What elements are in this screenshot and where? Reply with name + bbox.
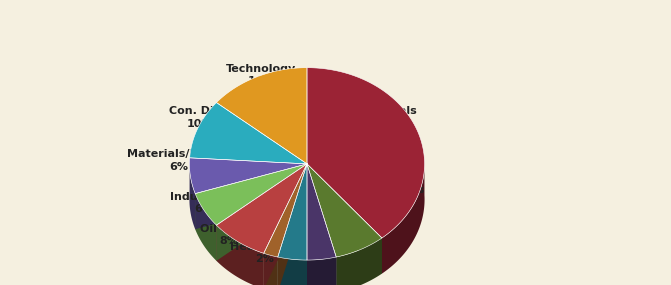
Polygon shape	[195, 194, 217, 261]
Polygon shape	[278, 164, 307, 260]
Polygon shape	[307, 164, 336, 260]
Polygon shape	[264, 164, 307, 257]
Text: Technology
14%: Technology 14%	[225, 64, 296, 86]
Text: Con. Disc.
10%: Con. Disc. 10%	[169, 106, 231, 129]
Text: Utilities
4%: Utilities 4%	[279, 238, 327, 260]
Polygon shape	[195, 164, 307, 229]
Text: Con. Staples
7%: Con. Staples 7%	[346, 185, 425, 207]
Polygon shape	[189, 159, 195, 229]
Polygon shape	[264, 164, 307, 285]
Polygon shape	[195, 164, 307, 225]
Polygon shape	[278, 164, 307, 285]
Polygon shape	[190, 103, 307, 164]
Text: Healthcare
2%: Healthcare 2%	[230, 242, 299, 264]
Polygon shape	[217, 164, 307, 261]
Polygon shape	[307, 164, 382, 274]
Polygon shape	[195, 164, 307, 229]
Polygon shape	[264, 164, 307, 285]
Text: Industrials
6%: Industrials 6%	[170, 192, 237, 214]
Polygon shape	[264, 253, 278, 285]
Polygon shape	[217, 225, 264, 285]
Polygon shape	[307, 257, 336, 285]
Text: Materials/Metals
6%: Materials/Metals 6%	[127, 149, 231, 172]
Polygon shape	[382, 160, 425, 274]
Polygon shape	[217, 164, 307, 261]
Polygon shape	[307, 68, 425, 238]
Polygon shape	[307, 164, 382, 257]
Polygon shape	[278, 257, 307, 285]
Polygon shape	[307, 164, 336, 285]
Polygon shape	[189, 158, 307, 194]
Text: Oil & Gas
8%: Oil & Gas 8%	[200, 224, 258, 246]
Polygon shape	[217, 68, 307, 164]
Text: Financials
39%: Financials 39%	[354, 106, 417, 129]
Polygon shape	[217, 164, 307, 253]
Text: Telecoms
4%: Telecoms 4%	[321, 227, 378, 250]
Polygon shape	[336, 238, 382, 285]
Polygon shape	[307, 164, 336, 285]
Polygon shape	[278, 164, 307, 285]
Polygon shape	[307, 164, 382, 274]
